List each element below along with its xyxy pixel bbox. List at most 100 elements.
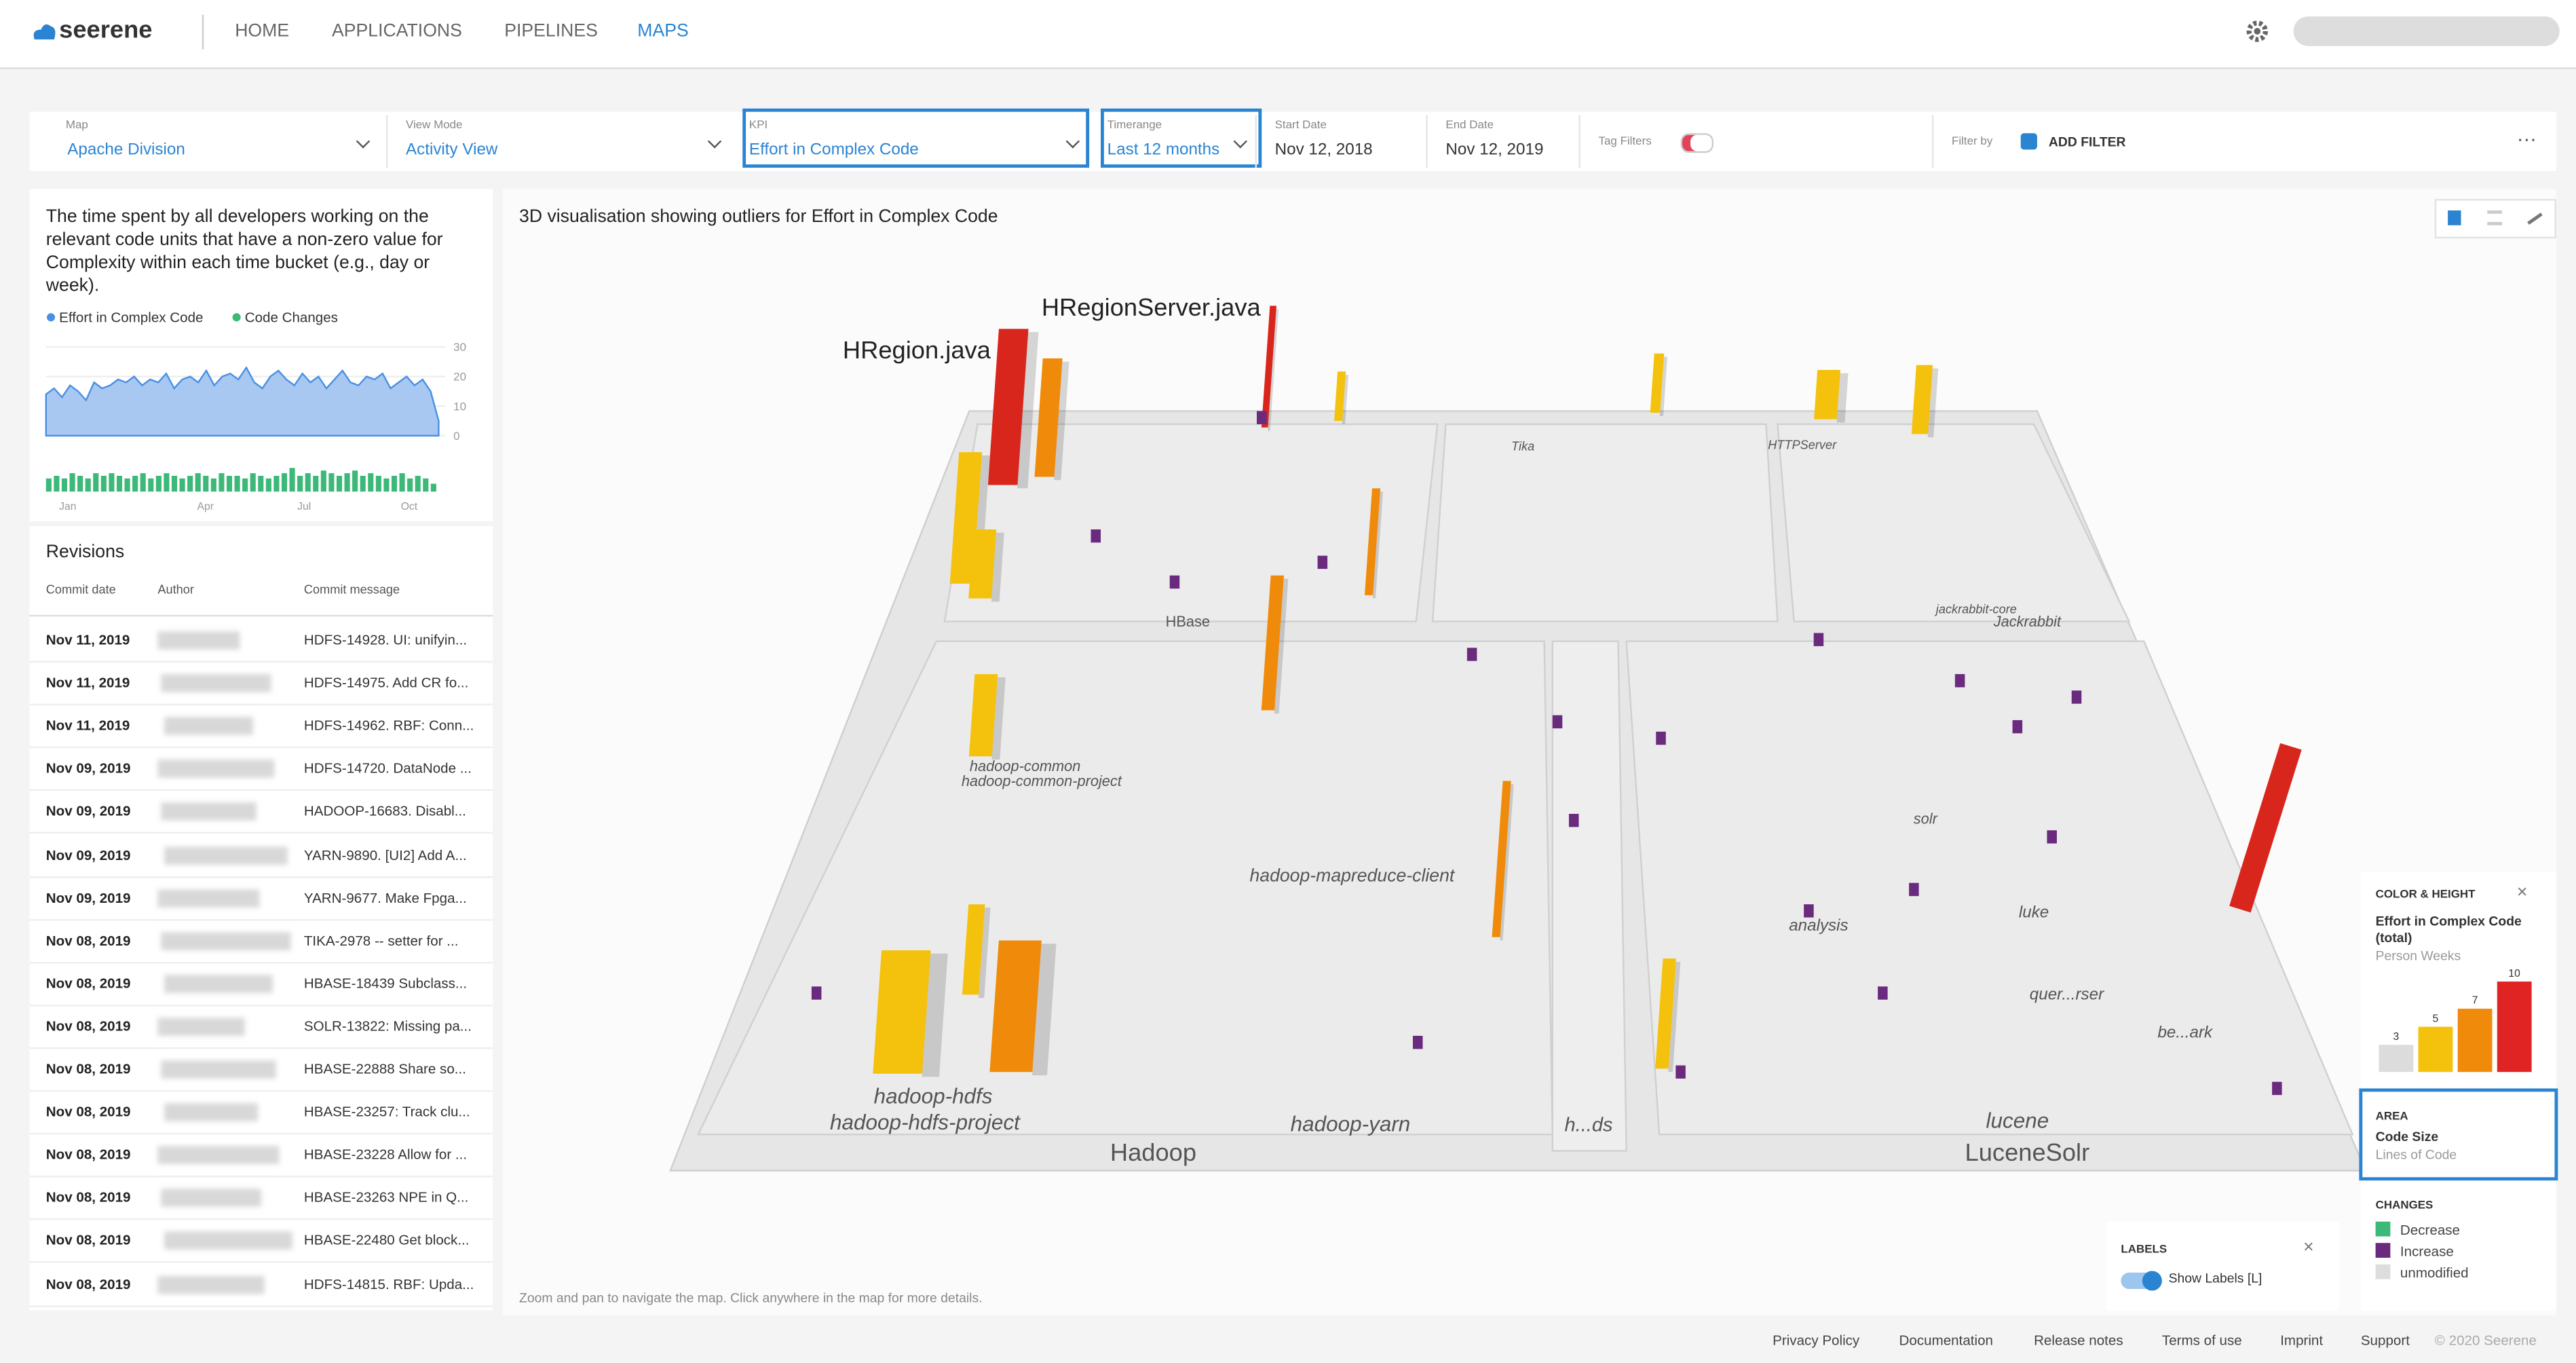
outlier-bar[interactable] bbox=[1911, 365, 1933, 434]
nav-item[interactable]: PIPELINES bbox=[504, 21, 598, 41]
close-icon[interactable]: × bbox=[2516, 882, 2528, 903]
commit-date[interactable]: Nov 08, 2019 bbox=[45, 974, 131, 992]
commit-date[interactable]: Nov 11, 2019 bbox=[45, 674, 130, 691]
commit-date[interactable]: Nov 08, 2019 bbox=[45, 1103, 131, 1120]
bar bbox=[383, 478, 390, 492]
settings-icon[interactable] bbox=[2246, 20, 2269, 43]
map-label[interactable]: h...ds bbox=[1564, 1114, 1612, 1136]
bar bbox=[148, 478, 154, 492]
bar bbox=[320, 470, 326, 492]
filter-value[interactable]: Last 12 months bbox=[1107, 141, 1220, 160]
outlier-bar[interactable] bbox=[962, 904, 985, 995]
column-header[interactable]: Commit message bbox=[303, 582, 400, 597]
footer-link[interactable]: Privacy Policy bbox=[1773, 1331, 1860, 1349]
map-label[interactable]: Jackrabbit bbox=[1993, 613, 2062, 630]
commit-date[interactable]: Nov 08, 2019 bbox=[45, 931, 131, 948]
outlier-bar[interactable] bbox=[1814, 369, 1841, 419]
outlier-bar[interactable] bbox=[1365, 488, 1381, 595]
footer-link[interactable]: Release notes bbox=[2034, 1331, 2123, 1349]
map-label[interactable]: be...ark bbox=[2157, 1023, 2214, 1041]
map-label[interactable]: hadoop-yarn bbox=[1291, 1112, 1411, 1136]
map-label[interactable]: analysis bbox=[1789, 916, 1848, 935]
outlier-bar-side bbox=[1927, 368, 1939, 438]
filter-value[interactable]: ADD FILTER bbox=[2048, 134, 2126, 150]
map-label[interactable]: hadoop-common-project bbox=[962, 772, 1122, 789]
map-label[interactable]: HRegion.java bbox=[843, 336, 991, 364]
outlier-bar[interactable] bbox=[1261, 575, 1284, 711]
more-menu[interactable]: ⋯ bbox=[2516, 128, 2537, 151]
outlier-bar[interactable] bbox=[873, 950, 931, 1074]
nav-item[interactable]: HOME bbox=[235, 21, 290, 41]
map-label[interactable]: HBase bbox=[1166, 613, 1210, 630]
commit-date[interactable]: Nov 11, 2019 bbox=[45, 631, 130, 648]
commit-date[interactable]: Nov 09, 2019 bbox=[45, 802, 131, 820]
column-header[interactable]: Author bbox=[157, 582, 194, 597]
change-marker bbox=[1675, 1065, 1686, 1079]
outlier-bar-side bbox=[991, 677, 1006, 760]
view-toggle[interactable] bbox=[2434, 199, 2556, 239]
filter-value[interactable]: Nov 12, 2019 bbox=[1445, 141, 1544, 160]
column-header[interactable]: Commit date bbox=[45, 582, 116, 597]
outlier-bar[interactable] bbox=[987, 329, 1029, 485]
filter-value[interactable]: Activity View bbox=[405, 141, 498, 160]
outlier-bar[interactable] bbox=[968, 674, 998, 757]
area-box[interactable]: AREA Code Size Lines of Code bbox=[2359, 1088, 2558, 1181]
filter-value[interactable]: Effort in Complex Code bbox=[749, 141, 919, 160]
commit-date[interactable]: Nov 09, 2019 bbox=[45, 846, 131, 863]
map-label[interactable]: HRegionServer.java bbox=[1042, 293, 1262, 321]
outlier-bar[interactable] bbox=[2229, 743, 2302, 913]
map-label[interactable]: Hadoop bbox=[1110, 1138, 1196, 1166]
commit-date[interactable]: Nov 11, 2019 bbox=[45, 717, 130, 734]
tag-toggle[interactable] bbox=[1680, 133, 1713, 153]
nav-item[interactable]: MAPS bbox=[637, 21, 689, 41]
change-marker bbox=[1813, 633, 1824, 646]
commit-date[interactable]: Nov 08, 2019 bbox=[45, 1232, 131, 1249]
close-icon[interactable]: × bbox=[2303, 1237, 2314, 1258]
map-label[interactable]: LuceneSolr bbox=[1965, 1138, 2090, 1166]
change-label: unmodified bbox=[2400, 1264, 2469, 1281]
map-label[interactable]: hadoop-mapreduce-client bbox=[1249, 865, 1455, 885]
outlier-bar[interactable] bbox=[989, 940, 1042, 1072]
outlier-bar[interactable] bbox=[1492, 781, 1511, 937]
outlier-bar[interactable] bbox=[1655, 958, 1676, 1069]
map-label[interactable]: jackrabbit-core bbox=[1934, 602, 2017, 616]
map-label[interactable]: hadoop-common bbox=[970, 758, 1080, 774]
commit-date[interactable]: Nov 08, 2019 bbox=[45, 1275, 131, 1292]
commit-date[interactable]: Nov 08, 2019 bbox=[45, 1189, 131, 1206]
commit-date[interactable]: Nov 09, 2019 bbox=[45, 889, 131, 905]
footer-link[interactable]: Support bbox=[2360, 1331, 2410, 1349]
commit-date[interactable]: Nov 08, 2019 bbox=[45, 1017, 131, 1034]
map-label[interactable]: HTTPServer bbox=[1768, 438, 1837, 451]
nav-item[interactable]: APPLICATIONS bbox=[332, 21, 462, 41]
outlier-bar[interactable] bbox=[968, 529, 997, 599]
bar bbox=[171, 475, 178, 492]
outlier-bar[interactable] bbox=[1261, 305, 1277, 428]
change-marker bbox=[1317, 555, 1328, 570]
map-label[interactable]: hadoop-hdfs-project bbox=[830, 1110, 1021, 1134]
bar bbox=[273, 475, 280, 492]
map-label[interactable]: Tika bbox=[1511, 440, 1534, 453]
map-label[interactable]: luke bbox=[2019, 903, 2049, 922]
map-label[interactable]: lucene bbox=[1986, 1109, 2049, 1133]
bar bbox=[305, 473, 311, 492]
commit-date[interactable]: Nov 09, 2019 bbox=[45, 760, 131, 777]
map-label[interactable]: solr bbox=[1914, 810, 1938, 827]
user-pill[interactable] bbox=[2293, 16, 2560, 46]
outlier-bar[interactable] bbox=[1034, 358, 1063, 477]
labels-toggle[interactable] bbox=[2121, 1271, 2162, 1291]
filter-value[interactable]: Apache Division bbox=[67, 141, 185, 160]
outlier-bar[interactable] bbox=[1334, 371, 1346, 422]
map-label[interactable]: hadoop-hdfs bbox=[874, 1084, 993, 1108]
footer-link[interactable]: Imprint bbox=[2280, 1331, 2324, 1349]
map-label[interactable]: quer...rser bbox=[2030, 986, 2104, 1004]
filter-value[interactable]: Nov 12, 2018 bbox=[1274, 141, 1373, 160]
divider bbox=[385, 115, 388, 168]
change-marker bbox=[1954, 674, 1965, 688]
commit-date[interactable]: Nov 08, 2019 bbox=[45, 1146, 131, 1163]
footer-link[interactable]: Documentation bbox=[1899, 1331, 1993, 1349]
outlier-bar[interactable] bbox=[1650, 353, 1665, 413]
commit-date[interactable]: Nov 08, 2019 bbox=[45, 1060, 131, 1077]
footer-link[interactable]: Terms of use bbox=[2161, 1331, 2242, 1349]
y-tick-label: 10 bbox=[453, 400, 466, 413]
